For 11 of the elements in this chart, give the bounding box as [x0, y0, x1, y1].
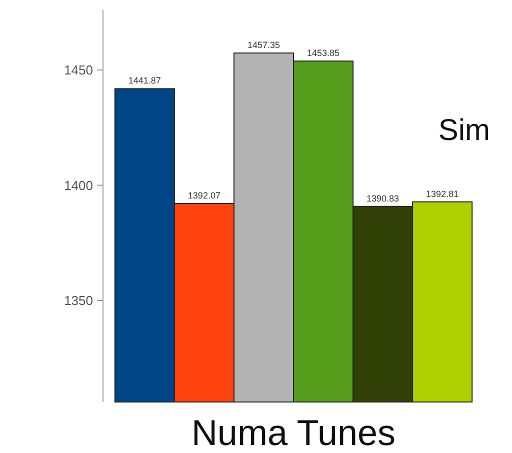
y-tick-label: 1450: [64, 62, 93, 78]
y-tick-label: 1400: [64, 178, 93, 193]
data-label: 1453.85: [306, 48, 340, 58]
data-label: 1390.83: [366, 193, 400, 204]
data-label: 1392.81: [426, 188, 459, 199]
data-label: 1457.35: [247, 40, 280, 50]
x-axis-title: Numa Tunes: [191, 412, 396, 453]
data-label: 1441.87: [128, 76, 161, 86]
annotation: Sim: [438, 114, 490, 147]
y-tick-label: 1350: [64, 293, 93, 308]
data-label: 1392.07: [188, 190, 220, 201]
